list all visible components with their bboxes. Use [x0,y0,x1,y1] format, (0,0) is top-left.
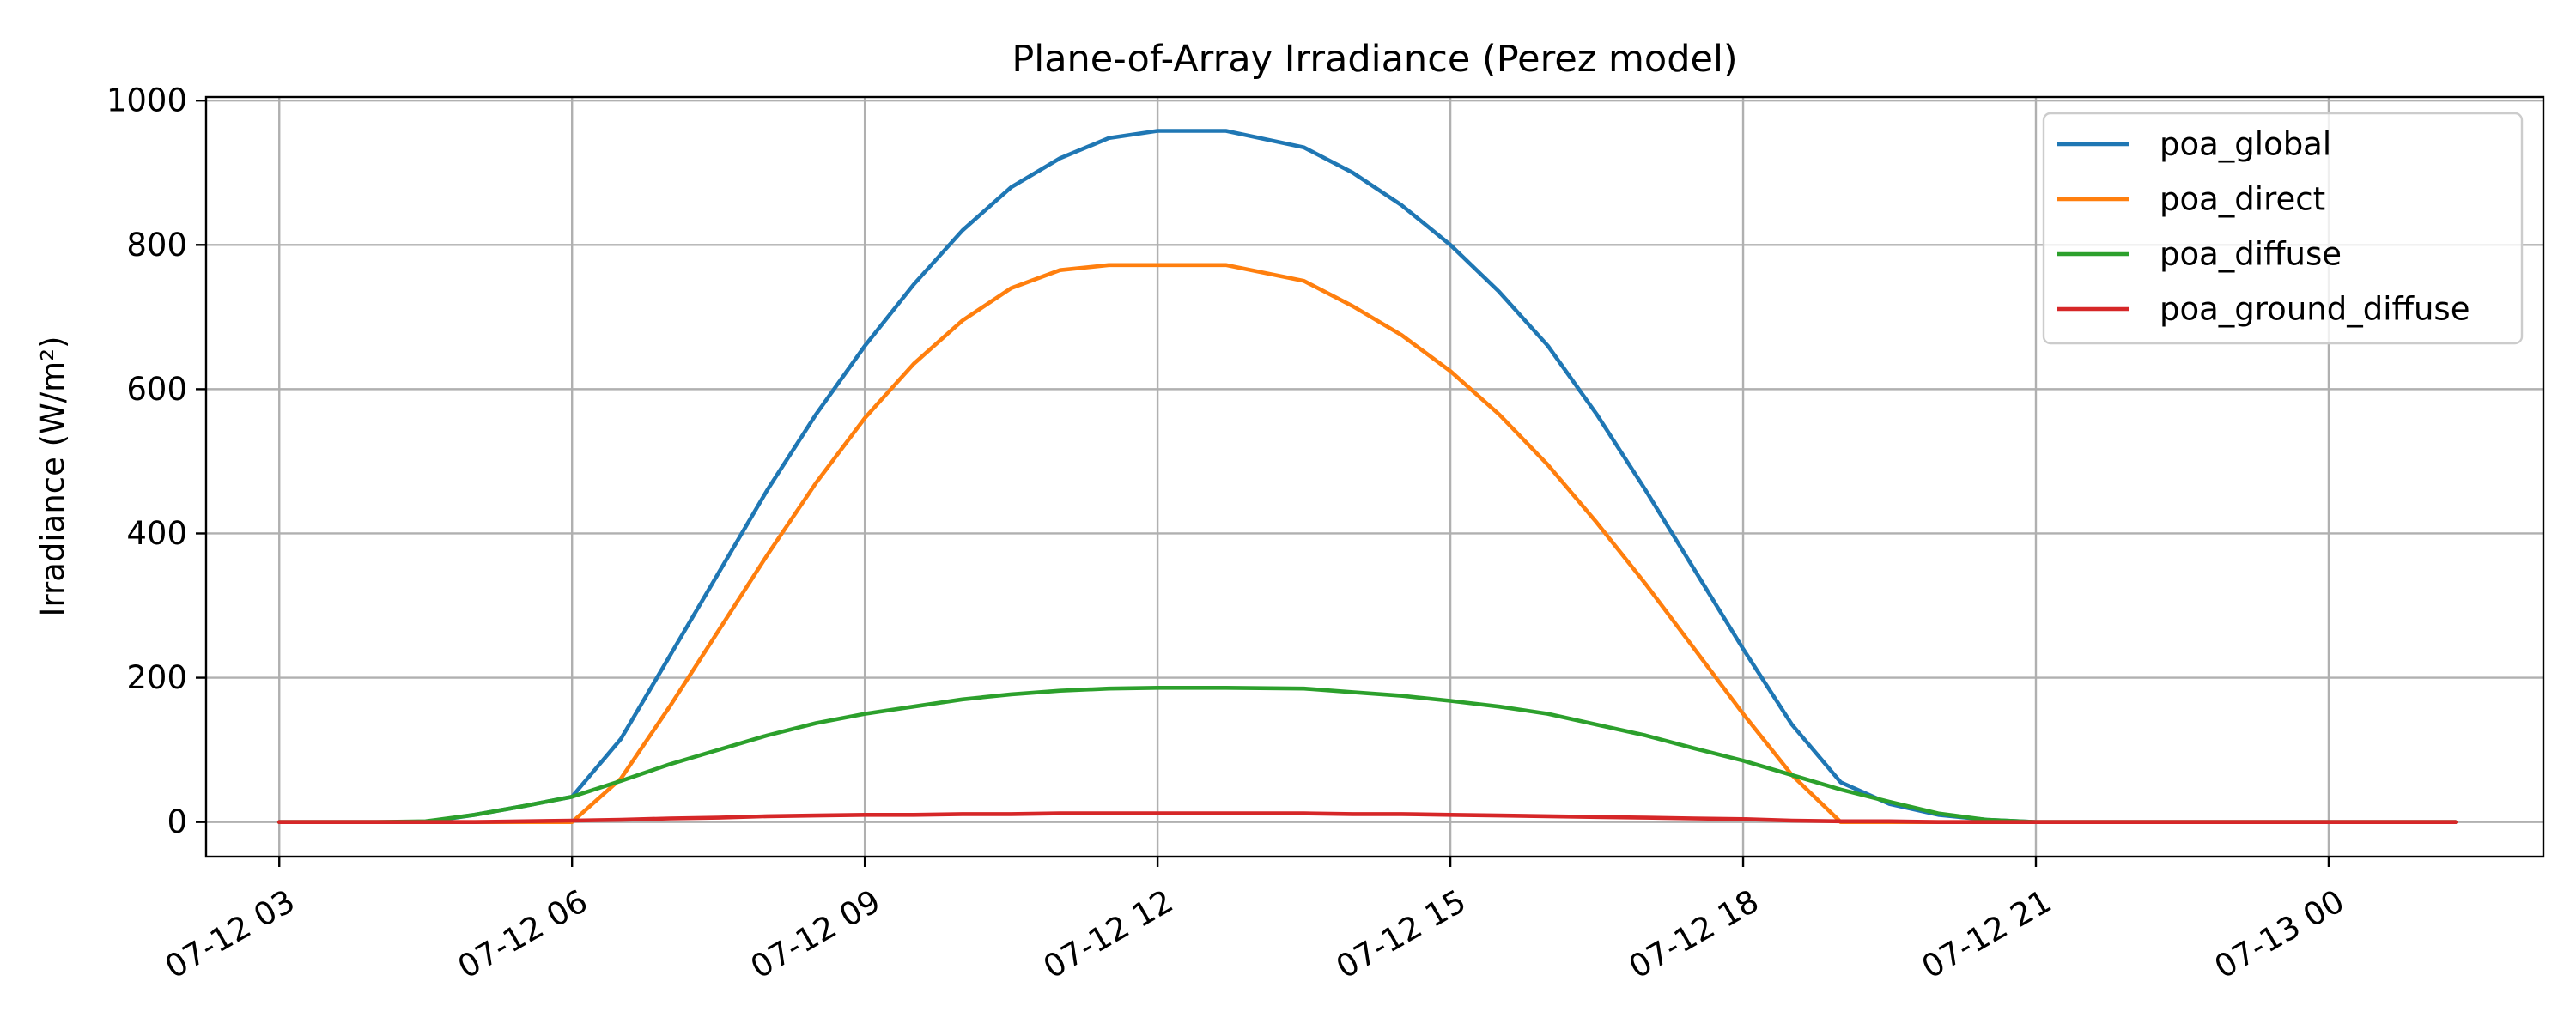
y-tick-label: 600 [126,371,187,408]
legend-box [2042,112,2524,345]
plot-frame [204,95,2545,858]
legend: poa_global poa_direct poa_diffuse poa_groun… [2042,112,2524,345]
y-tick-label: 400 [126,515,187,552]
y-axis-label: Irradiance (W/m²) [34,336,71,617]
y-tick-label: 800 [126,227,187,264]
legend-label-poa-ground-diffuse: poa_ground_diffuse [2160,291,2470,328]
y-tick-label: 200 [126,659,187,696]
series-layer [276,129,2458,824]
y-tick-label: 1000 [106,82,187,119]
y-tick-label: 0 [167,803,187,840]
legend-label-poa-global: poa_global [2160,126,2331,163]
legend-label-poa-diffuse: poa_diffuse [2160,236,2342,273]
legend-label-poa-direct: poa_direct [2160,181,2325,218]
chart-title: Plane-of-Array Irradiance (Perez model) [1012,38,1737,81]
series-line-poa-diffuse [276,686,2458,824]
series-line-poa-ground-diffuse [276,811,2458,824]
